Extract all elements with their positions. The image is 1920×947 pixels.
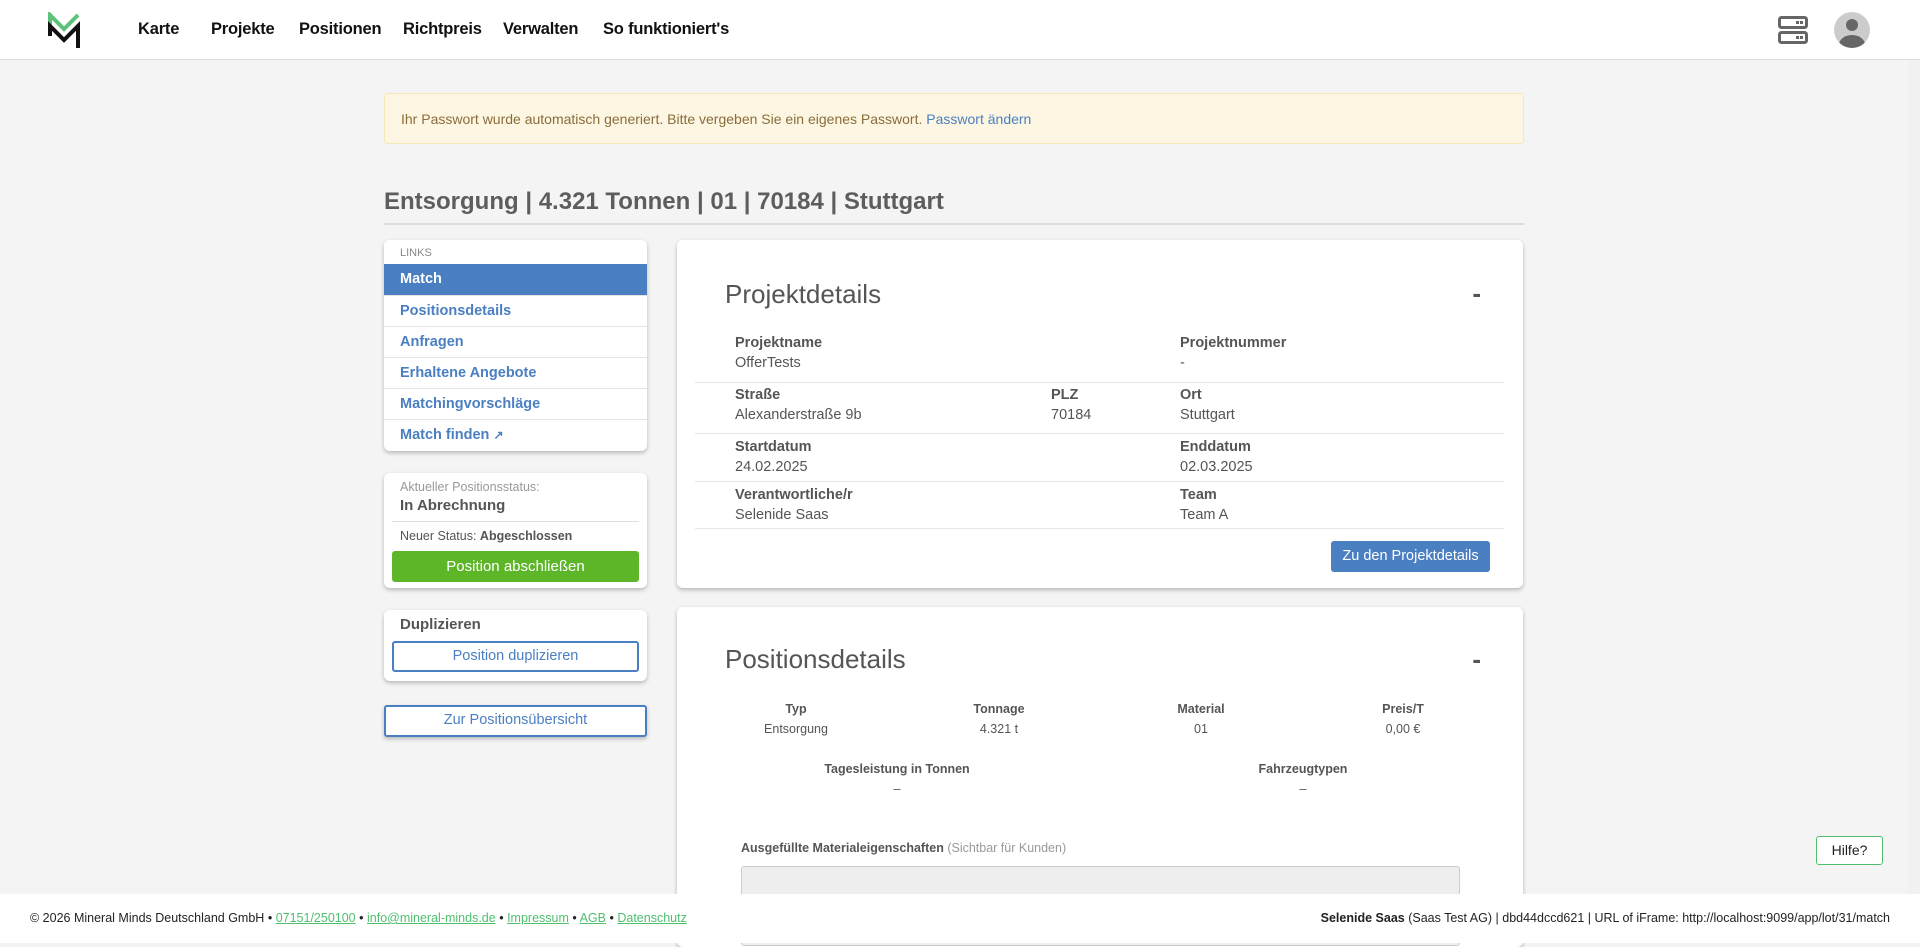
link-match[interactable]: Match — [384, 264, 647, 295]
link-anfragen[interactable]: Anfragen — [384, 326, 647, 357]
link-label: Match finden — [400, 427, 490, 443]
separator: • — [609, 911, 614, 925]
divider — [695, 382, 1504, 383]
label-enddatum: Enddatum — [1180, 439, 1251, 455]
nav-richtpreis[interactable]: Richtpreis — [403, 20, 482, 38]
props-label: Ausgefüllte Materialeigenschaften — [741, 841, 944, 855]
footer-right: Selenide Saas (Saas Test AG) | dbd44dccd… — [1321, 911, 1890, 925]
separator: • — [359, 911, 364, 925]
props-hint: (Sichtbar für Kunden) — [947, 841, 1067, 855]
change-password-link[interactable]: Passwort ändern — [926, 111, 1032, 127]
duplicate-card: Duplizieren Position duplizieren — [384, 610, 647, 681]
user-avatar[interactable] — [1834, 12, 1870, 48]
footer: © 2026 Mineral Minds Deutschland GmbH • … — [0, 894, 1920, 943]
position-overview-button[interactable]: Zur Positionsübersicht — [384, 705, 647, 737]
value-material: 01 — [1194, 722, 1208, 736]
new-status-label: Neuer Status: — [400, 529, 477, 543]
label-startdatum: Startdatum — [735, 439, 812, 455]
value-fahrzeugtypen: – — [1299, 782, 1307, 796]
divider — [695, 481, 1504, 482]
link-positionsdetails[interactable]: Positionsdetails — [384, 295, 647, 326]
label-verantwortliche: Verantwortliche/r — [735, 487, 853, 503]
duplicate-position-button[interactable]: Position duplizieren — [392, 641, 639, 672]
label-material: Material — [1177, 702, 1225, 716]
external-link-icon: ↗ — [493, 428, 504, 442]
server-icon[interactable] — [1778, 16, 1808, 45]
value-tagesleistung: – — [893, 782, 901, 796]
value-ort: Stuttgart — [1180, 407, 1235, 423]
collapse-position-button[interactable]: - — [1472, 644, 1481, 674]
close-position-button[interactable]: Position abschließen — [392, 551, 639, 582]
link-matchingvorschlaege[interactable]: Matchingvorschläge — [384, 388, 647, 419]
email-link[interactable]: info@mineral-minds.de — [367, 911, 496, 925]
to-project-details-button[interactable]: Zu den Projektdetails — [1331, 541, 1490, 572]
links-header: LINKS — [400, 247, 432, 259]
phone-link[interactable]: 07151/250100 — [275, 911, 356, 925]
datenschutz-link[interactable]: Datenschutz — [617, 911, 687, 925]
project-details-card: Projektdetails - Projektname OfferTests … — [677, 240, 1523, 588]
value-enddatum: 02.03.2025 — [1180, 459, 1253, 475]
new-status: Neuer Status: Abgeschlossen — [400, 529, 572, 543]
value-projektname: OfferTests — [735, 355, 801, 371]
label-projektnummer: Projektnummer — [1180, 335, 1287, 351]
separator: • — [572, 911, 577, 925]
value-strasse: Alexanderstraße 9b — [735, 407, 862, 423]
links-card: LINKS Match Positionsdetails Anfragen Er… — [384, 240, 647, 451]
footer-left: © 2026 Mineral Minds Deutschland GmbH • … — [30, 911, 687, 925]
value-team: Team A — [1180, 507, 1229, 523]
value-verantwortliche: Selenide Saas — [735, 507, 829, 523]
label-tonnage: Tonnage — [973, 702, 1025, 716]
duplicate-title: Duplizieren — [400, 616, 481, 633]
divider — [695, 433, 1504, 434]
new-status-value: Abgeschlossen — [479, 529, 573, 543]
label-strasse: Straße — [735, 387, 781, 403]
nav-so-funktionierts[interactable]: So funktioniert's — [603, 20, 730, 38]
link-match-finden[interactable]: Match finden ↗ — [384, 419, 647, 450]
collapse-project-button[interactable]: - — [1472, 278, 1481, 308]
nav-positionen[interactable]: Positionen — [299, 20, 382, 38]
project-details-title: Projektdetails — [725, 279, 882, 309]
label-tagesleistung: Tagesleistung in Tonnen — [824, 762, 970, 776]
material-properties-label: Ausgefüllte Materialeigenschaften (Sicht… — [741, 841, 1066, 855]
current-status-label: Aktueller Positionsstatus: — [400, 480, 540, 494]
value-preis: 0,00 € — [1385, 722, 1421, 736]
separator: • — [499, 911, 504, 925]
label-preis: Preis/T — [1382, 702, 1424, 716]
footer-user: Selenide Saas — [1320, 911, 1405, 925]
label-plz: PLZ — [1051, 387, 1079, 403]
label-typ: Typ — [785, 702, 807, 716]
value-projektnummer: - — [1180, 355, 1185, 371]
separator: • — [267, 911, 273, 925]
page-title: Entsorgung | 4.321 Tonnen | 01 | 70184 |… — [384, 188, 1524, 225]
alert-text: Ihr Passwort wurde automatisch generiert… — [401, 111, 923, 127]
label-projektname: Projektname — [735, 335, 823, 351]
agb-link[interactable]: AGB — [579, 911, 606, 925]
label-team: Team — [1180, 487, 1217, 503]
nav-projekte[interactable]: Projekte — [211, 20, 275, 38]
scrollbar[interactable] — [1908, 61, 1920, 894]
label-ort: Ort — [1180, 387, 1202, 403]
mineral-minds-logo[interactable] — [47, 12, 85, 50]
impressum-link[interactable]: Impressum — [507, 911, 569, 925]
link-erhaltene-angebote[interactable]: Erhaltene Angebote — [384, 357, 647, 388]
label-fahrzeugtypen: Fahrzeugtypen — [1258, 762, 1348, 776]
value-tonnage: 4.321 t — [979, 722, 1019, 736]
nav-verwalten[interactable]: Verwalten — [503, 20, 579, 38]
top-navbar: Karte Projekte Positionen Richtpreis Ver… — [0, 0, 1920, 60]
value-startdatum: 24.02.2025 — [735, 459, 808, 475]
footer-company: (Saas Test AG) — [1408, 911, 1493, 925]
position-details-title: Positionsdetails — [725, 644, 906, 674]
status-card: Aktueller Positionsstatus: In Abrechnung… — [384, 473, 647, 588]
nav-karte[interactable]: Karte — [138, 20, 180, 38]
footer-info: | dbd44dccd621 | URL of iFrame: http://l… — [1495, 911, 1890, 925]
password-alert: Ihr Passwort wurde automatisch generiert… — [384, 93, 1524, 144]
value-typ: Entsorgung — [764, 722, 828, 736]
divider — [695, 528, 1504, 529]
copyright: © 2026 Mineral Minds Deutschland GmbH — [30, 911, 265, 925]
help-button[interactable]: Hilfe? — [1816, 836, 1883, 865]
current-status: In Abrechnung — [400, 497, 506, 514]
divider — [392, 521, 639, 522]
value-plz: 70184 — [1051, 407, 1092, 423]
